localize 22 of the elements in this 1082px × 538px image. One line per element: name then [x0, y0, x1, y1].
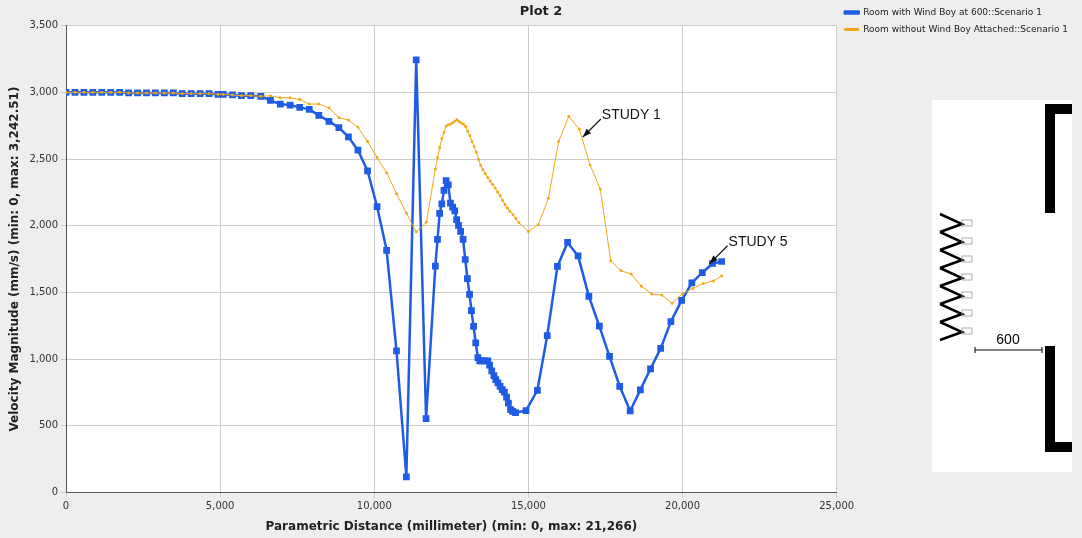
- chart-title: Plot 2: [519, 3, 563, 19]
- x-tick-label: 10,000: [356, 500, 392, 512]
- x-tick-label: 5,000: [205, 500, 235, 512]
- x-tick-label: 0: [62, 500, 70, 512]
- y-tick-label: 2,000: [29, 219, 59, 231]
- y-tick-label: 0: [51, 486, 59, 498]
- room-diagram: 600: [932, 100, 1072, 472]
- y-tick-label: 500: [38, 419, 59, 431]
- y-tick-label: 3,500: [29, 19, 59, 31]
- y-tick-label: 1,500: [29, 286, 59, 298]
- x-axis-title: Parametric Distance (millimeter) (min: 0, max: 21,266): [265, 518, 638, 533]
- x-tick-label: 15,000: [510, 500, 546, 512]
- legend-label: Room without Wind Boy Attached::Scenario 1: [863, 23, 1068, 34]
- x-tick-label: 20,000: [665, 500, 701, 512]
- annotation: STUDY 1: [601, 105, 661, 122]
- y-tick-label: 1,000: [29, 352, 59, 364]
- y-axis-title: Velocity Magnitude (mm/s) (min: 0, max: 3,242.51): [7, 86, 22, 432]
- x-tick-label: 25,000: [819, 500, 855, 512]
- y-tick-label: 2,500: [29, 152, 59, 164]
- legend-label: Room with Wind Boy at 600::Scenario 1: [863, 6, 1042, 17]
- annotation: STUDY 5: [728, 232, 788, 249]
- y-tick-label: 3,000: [29, 85, 59, 97]
